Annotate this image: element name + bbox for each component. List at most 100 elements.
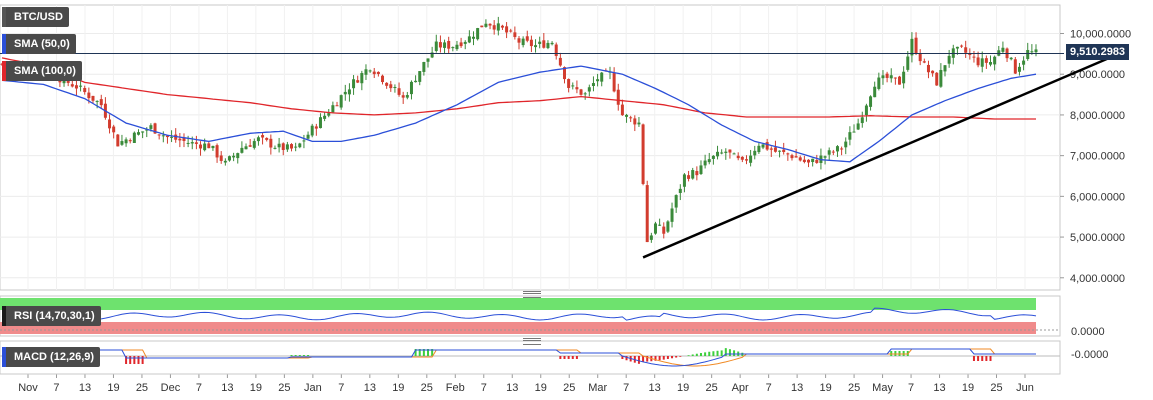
candle-down [157, 134, 161, 136]
candle-up [980, 58, 984, 67]
rsi-line [1, 307, 1037, 321]
candle-up [852, 131, 856, 133]
candle-up [811, 158, 815, 163]
macd-histogram-bar [662, 356, 665, 360]
y-tick-label: 5,000.0000 [1070, 232, 1125, 244]
candle-up [496, 23, 500, 31]
candle-up [120, 141, 124, 145]
candle-down [893, 77, 897, 79]
candle-down [87, 92, 91, 99]
candle-up [637, 122, 641, 125]
candle-up [856, 123, 860, 130]
candle-down [505, 26, 509, 33]
macd-histogram-bar [642, 356, 645, 362]
candle-up [277, 143, 281, 148]
candle-down [459, 42, 463, 47]
macd-histogram-bar [712, 351, 715, 356]
candle-up [947, 55, 951, 64]
sma50-marker [2, 34, 6, 54]
candle-down [376, 71, 380, 74]
candle-down [112, 126, 116, 133]
candle-up [339, 95, 343, 108]
macd-histogram-bar [575, 356, 578, 359]
candle-down [984, 58, 988, 63]
x-tick-label: Apr [732, 382, 749, 394]
candle-up [149, 125, 153, 129]
y-tick-label: 7,000.0000 [1070, 151, 1125, 163]
macd-histogram-bar [431, 349, 434, 356]
candle-up [306, 134, 310, 139]
current-price-text: 9,510.2983 [1070, 46, 1126, 58]
candle-up [352, 79, 356, 89]
candle-up [910, 38, 914, 56]
x-tick-label: 19 [107, 382, 119, 394]
candle-down [153, 123, 157, 134]
candle-up [732, 153, 736, 155]
candle-up [141, 131, 145, 133]
macd-histogram-bar [671, 356, 674, 359]
candle-up [318, 117, 322, 129]
x-tick-label: 25 [136, 382, 148, 394]
candle-up [711, 155, 715, 159]
candle-up [653, 223, 657, 234]
candle-down [401, 95, 405, 98]
candle-up [1022, 60, 1026, 65]
macd-resize-handle[interactable] [523, 338, 541, 345]
candle-up [596, 79, 600, 82]
x-tick-label: 7 [766, 382, 772, 394]
macd-histogram-bar [724, 348, 727, 356]
candle-down [261, 135, 265, 138]
candle-down [641, 124, 645, 184]
candle-up [161, 135, 165, 137]
candle-down [165, 135, 169, 138]
candle-down [885, 73, 889, 78]
candle-up [443, 42, 447, 48]
rsi-marker [2, 306, 6, 326]
candle-up [294, 146, 298, 148]
rsi-resize-handle[interactable] [523, 291, 541, 298]
candle-down [500, 25, 504, 28]
candle-down [108, 119, 112, 129]
sma50-label[interactable]: SMA (50,0) [2, 34, 76, 54]
candle-up [989, 61, 993, 65]
candle-up [430, 52, 434, 58]
candle-up [360, 73, 364, 84]
candle-down [786, 153, 790, 155]
macd-histogram-bar [699, 353, 702, 356]
x-tick-label: 25 [848, 382, 860, 394]
candle-down [542, 40, 546, 48]
x-tick-label: Jun [1016, 382, 1034, 394]
candle-up [943, 65, 947, 72]
candle-up [79, 85, 83, 87]
macd-histogram-bar [728, 349, 731, 356]
candle-down [265, 137, 269, 140]
x-tick-label: May [872, 382, 893, 394]
x-tick-label: 13 [506, 382, 518, 394]
candle-up [310, 125, 314, 136]
candle-down [935, 72, 939, 86]
candle-up [864, 105, 868, 116]
candle-up [873, 86, 877, 98]
sma100-label[interactable]: SMA (100,0) [2, 61, 82, 81]
y-tick-label: 4,000.0000 [1070, 273, 1125, 285]
candle-up [670, 208, 674, 222]
sma100-text: SMA (100,0) [14, 65, 76, 77]
candle-up [240, 147, 244, 153]
candle-up [232, 155, 236, 158]
candle-up [302, 140, 306, 142]
candle-up [124, 139, 128, 144]
candle-down [554, 44, 558, 56]
candle-down [765, 142, 769, 150]
macd-label[interactable]: MACD (12,26,9) [2, 347, 101, 367]
macd-histogram-bar [567, 356, 570, 359]
candle-up [666, 221, 670, 232]
y-tick-label: 8,000.0000 [1070, 110, 1125, 122]
price-panel [0, 4, 1061, 291]
macd-histogram-bar [646, 356, 649, 362]
candle-down [207, 143, 211, 149]
rsi-label[interactable]: RSI (14,70,30,1) [2, 306, 101, 326]
macd-histogram-bar [985, 356, 988, 361]
x-tick-label: Mar [588, 382, 607, 394]
candle-up [364, 69, 368, 75]
